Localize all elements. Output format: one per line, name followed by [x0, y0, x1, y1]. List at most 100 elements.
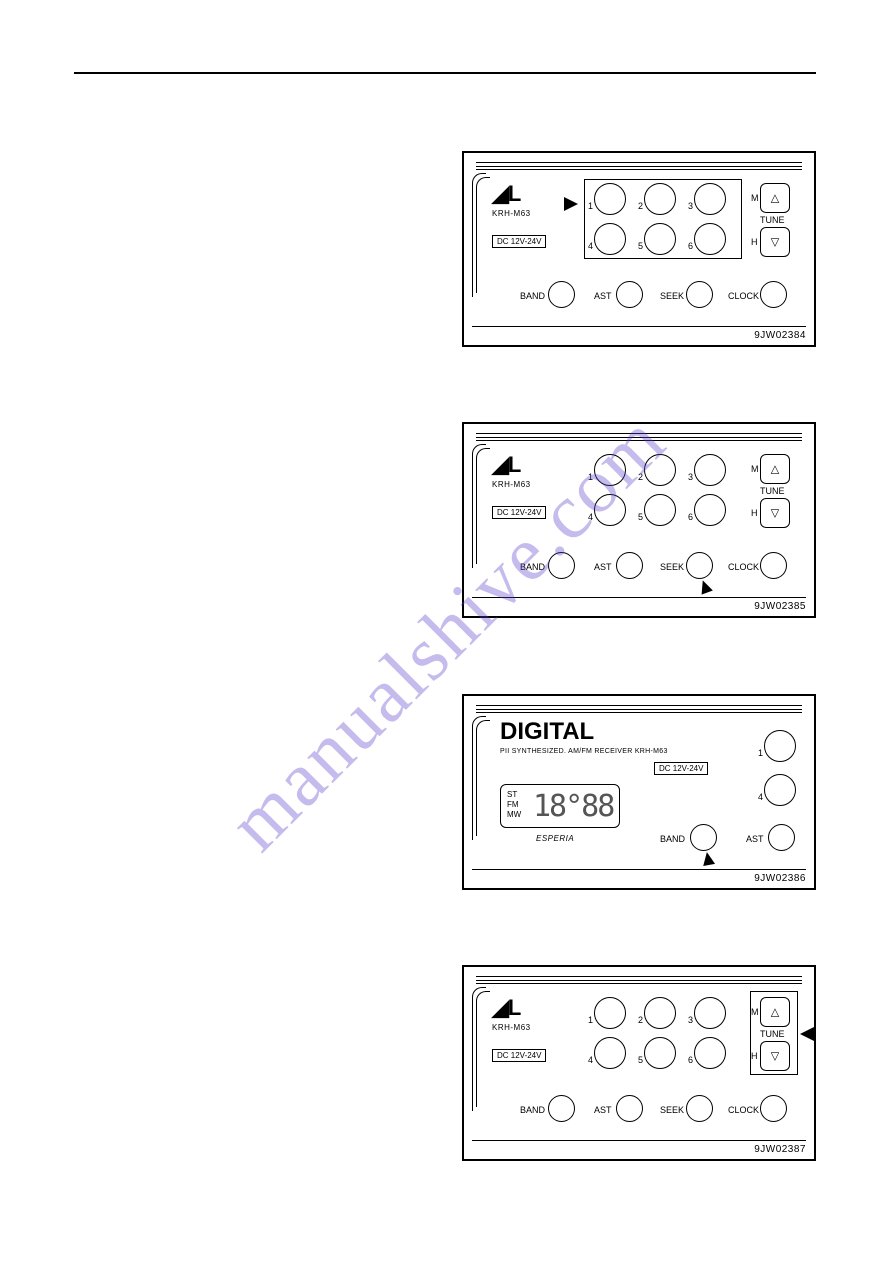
preset-button-6[interactable] — [694, 494, 726, 526]
preset-button-1[interactable] — [594, 454, 626, 486]
triangle-down-icon: ▽ — [771, 1050, 779, 1063]
tune-up-button[interactable]: △ — [760, 997, 790, 1027]
preset-num: 2 — [638, 1015, 643, 1025]
stripe — [476, 437, 802, 438]
figure-ref: 9JW02387 — [754, 1144, 806, 1155]
divider — [472, 597, 806, 598]
figure-ref: 9JW02384 — [754, 330, 806, 341]
preset-num: 5 — [638, 512, 643, 522]
tune-m-label: M — [751, 464, 759, 474]
stripe — [476, 166, 802, 167]
tune-down-button[interactable]: ▽ — [760, 498, 790, 528]
seek-button[interactable] — [686, 1095, 713, 1122]
preset-button-6[interactable] — [694, 223, 726, 255]
tune-m-label: M — [751, 1007, 759, 1017]
triangle-up-icon: △ — [771, 1006, 779, 1019]
preset-button-1[interactable] — [594, 183, 626, 215]
ast-button[interactable] — [616, 552, 643, 579]
ast-button[interactable] — [768, 824, 795, 851]
lcd-fm: FM — [507, 800, 521, 810]
model-label: KRH-M63 — [492, 209, 531, 218]
seek-button[interactable] — [686, 281, 713, 308]
preset-button-5[interactable] — [644, 1037, 676, 1069]
ast-label: AST — [594, 291, 612, 301]
ast-button[interactable] — [616, 281, 643, 308]
tune-up-button[interactable]: △ — [760, 183, 790, 213]
preset-button-5[interactable] — [644, 223, 676, 255]
pointer-arrow-icon — [697, 578, 713, 594]
preset-button-1[interactable] — [764, 730, 796, 762]
triangle-up-icon: △ — [771, 192, 779, 205]
tune-m-label: M — [751, 193, 759, 203]
stripe — [476, 440, 802, 441]
figure-panel-b: ◢L KRH-M63 DC 12V-24V 1 2 3 4 5 6 △ M TU… — [462, 422, 816, 618]
ast-label: AST — [746, 834, 764, 844]
preset-button-3[interactable] — [694, 183, 726, 215]
stripe — [472, 457, 473, 568]
preset-button-5[interactable] — [644, 494, 676, 526]
lcd-digits: 18°88 — [533, 789, 613, 824]
clock-button[interactable] — [760, 552, 787, 579]
stripe — [476, 433, 802, 434]
preset-num: 4 — [758, 792, 763, 802]
stripe — [476, 983, 802, 984]
stripe — [476, 461, 477, 564]
preset-num: 6 — [688, 512, 693, 522]
figure-panel-a: ◢L KRH-M63 DC 12V-24V 1 2 3 4 5 6 △ M TU… — [462, 151, 816, 347]
preset-button-6[interactable] — [694, 1037, 726, 1069]
clock-button[interactable] — [760, 1095, 787, 1122]
figure-ref: 9JW02386 — [754, 873, 806, 884]
clock-label: CLOCK — [728, 1105, 759, 1115]
preset-num: 6 — [688, 1055, 693, 1065]
top-rule — [74, 72, 816, 74]
seek-label: SEEK — [660, 562, 684, 572]
model-label: KRH-M63 — [492, 1023, 531, 1032]
voltage-label: DC 12V-24V — [654, 762, 708, 775]
tune-down-button[interactable]: ▽ — [760, 227, 790, 257]
preset-button-3[interactable] — [694, 454, 726, 486]
preset-num: 1 — [588, 201, 593, 211]
band-label: BAND — [520, 1105, 545, 1115]
band-button[interactable] — [548, 1095, 575, 1122]
seek-button[interactable] — [686, 552, 713, 579]
stripe — [476, 980, 802, 981]
preset-button-3[interactable] — [694, 997, 726, 1029]
ast-label: AST — [594, 1105, 612, 1115]
tune-h-label: H — [751, 1051, 758, 1061]
preset-button-4[interactable] — [594, 1037, 626, 1069]
stripe — [472, 729, 473, 840]
tune-down-button[interactable]: ▽ — [760, 1041, 790, 1071]
tune-up-button[interactable]: △ — [760, 454, 790, 484]
band-label: BAND — [660, 834, 685, 844]
preset-button-2[interactable] — [644, 183, 676, 215]
ast-button[interactable] — [616, 1095, 643, 1122]
model-label: KRH-M63 — [492, 480, 531, 489]
stripe-corner — [476, 720, 490, 734]
clock-button[interactable] — [760, 281, 787, 308]
preset-button-1[interactable] — [594, 997, 626, 1029]
preset-button-4[interactable] — [594, 494, 626, 526]
tune-h-label: H — [751, 237, 758, 247]
triangle-down-icon: ▽ — [771, 236, 779, 249]
stripe — [476, 712, 802, 713]
preset-button-2[interactable] — [644, 454, 676, 486]
voltage-label: DC 12V-24V — [492, 1049, 546, 1062]
preset-button-4[interactable] — [764, 774, 796, 806]
band-button[interactable] — [548, 281, 575, 308]
band-button[interactable] — [548, 552, 575, 579]
preset-num: 4 — [588, 241, 593, 251]
digital-logo: DIGITAL — [500, 718, 594, 746]
stripe — [476, 976, 802, 977]
preset-button-2[interactable] — [644, 997, 676, 1029]
preset-num: 1 — [588, 1015, 593, 1025]
preset-button-4[interactable] — [594, 223, 626, 255]
pointer-arrow-icon — [800, 1027, 814, 1041]
pointer-arrow-icon — [701, 851, 715, 866]
lcd-display: ST FM MW 18°88 — [500, 784, 620, 828]
seek-label: SEEK — [660, 291, 684, 301]
band-button[interactable] — [690, 824, 717, 851]
preset-num: 3 — [688, 472, 693, 482]
triangle-up-icon: △ — [771, 463, 779, 476]
preset-num: 4 — [588, 512, 593, 522]
stripe-corner — [476, 177, 490, 191]
